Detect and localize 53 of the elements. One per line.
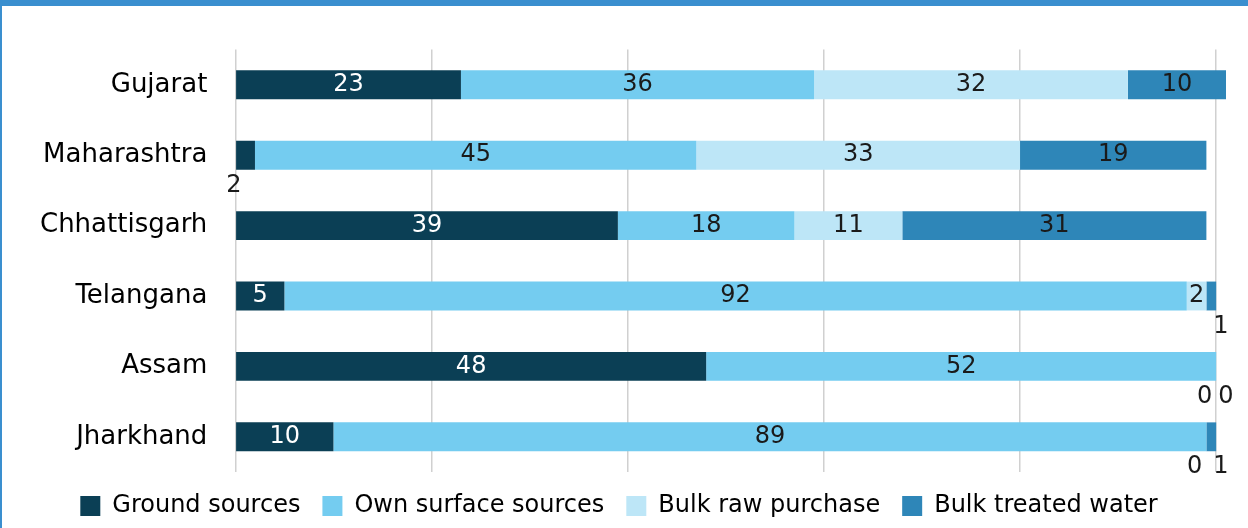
legend-label: Ground sources bbox=[112, 490, 301, 519]
y-tick-label: Gujarat bbox=[110, 67, 208, 98]
data-label: 18 bbox=[690, 209, 722, 238]
data-label: 0 bbox=[1187, 451, 1203, 480]
bar bbox=[814, 70, 1128, 100]
bar bbox=[1020, 140, 1207, 170]
data-label: 32 bbox=[955, 69, 987, 98]
bar bbox=[1206, 422, 1217, 452]
bar bbox=[236, 70, 461, 100]
data-label: 48 bbox=[455, 350, 487, 379]
data-label: 5 bbox=[252, 280, 268, 309]
data-label: 1 bbox=[1213, 310, 1229, 339]
bar bbox=[706, 351, 1217, 381]
data-label: 31 bbox=[1039, 209, 1070, 238]
y-tick-label: Chhattisgarh bbox=[39, 208, 208, 239]
legend-label: Bulk raw purchase bbox=[658, 490, 881, 519]
data-label: 39 bbox=[411, 209, 443, 238]
bar bbox=[236, 211, 618, 241]
legend-label: Own surface sources bbox=[354, 490, 605, 519]
y-tick-label: Telangana bbox=[74, 278, 208, 309]
data-label: 45 bbox=[460, 139, 491, 168]
bar bbox=[1206, 281, 1217, 311]
data-label: 33 bbox=[842, 139, 874, 168]
y-tick-label: Maharashtra bbox=[43, 137, 208, 168]
data-label: 1 bbox=[1213, 451, 1229, 480]
bar bbox=[794, 211, 903, 241]
bar bbox=[696, 140, 1021, 170]
data-label: 11 bbox=[833, 209, 864, 238]
bar bbox=[333, 422, 1207, 452]
bar bbox=[236, 140, 255, 170]
data-label: 36 bbox=[622, 69, 653, 98]
data-label: 52 bbox=[945, 350, 977, 379]
bar bbox=[460, 70, 815, 100]
legend-label: Bulk treated water bbox=[934, 490, 1158, 519]
data-label: 92 bbox=[720, 280, 751, 309]
data-label: 2 bbox=[1188, 280, 1205, 309]
bar bbox=[284, 281, 1187, 311]
data-label: 19 bbox=[1097, 139, 1129, 168]
bar bbox=[254, 140, 697, 170]
data-label: 89 bbox=[754, 421, 786, 450]
data-label: 0 bbox=[1196, 381, 1213, 410]
bar bbox=[902, 211, 1207, 241]
data-label: 10 bbox=[269, 421, 301, 450]
bar bbox=[617, 211, 795, 241]
bar bbox=[236, 422, 334, 452]
y-tick-label: Assam bbox=[121, 349, 208, 380]
data-label: 10 bbox=[1161, 69, 1193, 98]
bar bbox=[236, 351, 707, 381]
bar bbox=[1127, 70, 1226, 100]
data-label: 2 bbox=[226, 169, 242, 198]
y-tick-label: Jharkhand bbox=[74, 419, 208, 450]
data-label: 0 bbox=[1218, 381, 1234, 410]
data-label: 23 bbox=[333, 69, 364, 98]
